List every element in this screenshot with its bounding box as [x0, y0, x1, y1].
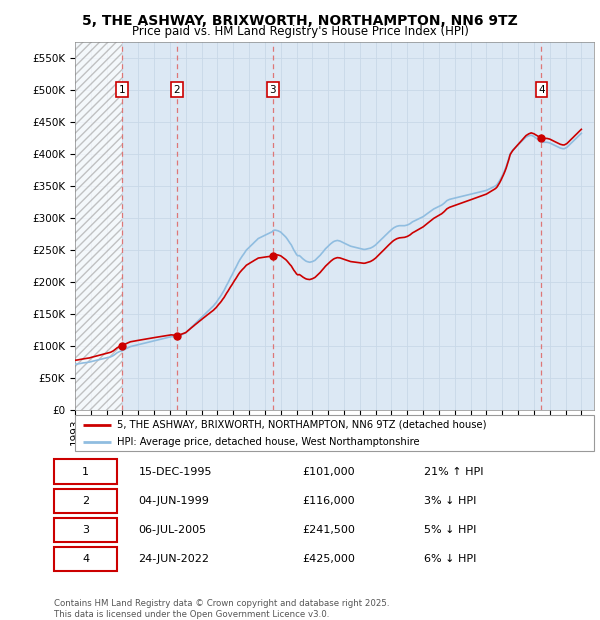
Text: 24-JUN-2022: 24-JUN-2022: [139, 554, 209, 564]
Text: £425,000: £425,000: [302, 554, 355, 564]
Text: 5, THE ASHWAY, BRIXWORTH, NORTHAMPTON, NN6 9TZ: 5, THE ASHWAY, BRIXWORTH, NORTHAMPTON, N…: [82, 14, 518, 28]
Text: 5% ↓ HPI: 5% ↓ HPI: [424, 525, 476, 535]
FancyBboxPatch shape: [54, 459, 118, 484]
Text: 3: 3: [269, 85, 276, 95]
Text: 2: 2: [173, 85, 180, 95]
FancyBboxPatch shape: [54, 547, 118, 571]
Text: 3% ↓ HPI: 3% ↓ HPI: [424, 495, 476, 506]
Text: 1: 1: [82, 466, 89, 477]
Text: £241,500: £241,500: [302, 525, 355, 535]
Text: £116,000: £116,000: [302, 495, 355, 506]
Text: 2: 2: [82, 495, 89, 506]
Text: Contains HM Land Registry data © Crown copyright and database right 2025.
This d: Contains HM Land Registry data © Crown c…: [54, 600, 389, 619]
FancyBboxPatch shape: [75, 415, 594, 451]
Text: 1: 1: [119, 85, 125, 95]
Text: 06-JUL-2005: 06-JUL-2005: [139, 525, 206, 535]
FancyBboxPatch shape: [54, 489, 118, 513]
Text: 3: 3: [82, 525, 89, 535]
Text: £101,000: £101,000: [302, 466, 355, 477]
Text: 04-JUN-1999: 04-JUN-1999: [139, 495, 209, 506]
Bar: [75, 42, 122, 410]
Text: Price paid vs. HM Land Registry's House Price Index (HPI): Price paid vs. HM Land Registry's House …: [131, 25, 469, 38]
Text: 6% ↓ HPI: 6% ↓ HPI: [424, 554, 476, 564]
FancyBboxPatch shape: [54, 518, 118, 542]
Text: HPI: Average price, detached house, West Northamptonshire: HPI: Average price, detached house, West…: [116, 437, 419, 447]
Text: 4: 4: [538, 85, 545, 95]
Text: 5, THE ASHWAY, BRIXWORTH, NORTHAMPTON, NN6 9TZ (detached house): 5, THE ASHWAY, BRIXWORTH, NORTHAMPTON, N…: [116, 420, 486, 430]
Text: 21% ↑ HPI: 21% ↑ HPI: [424, 466, 483, 477]
Text: 15-DEC-1995: 15-DEC-1995: [139, 466, 212, 477]
Text: 4: 4: [82, 554, 89, 564]
